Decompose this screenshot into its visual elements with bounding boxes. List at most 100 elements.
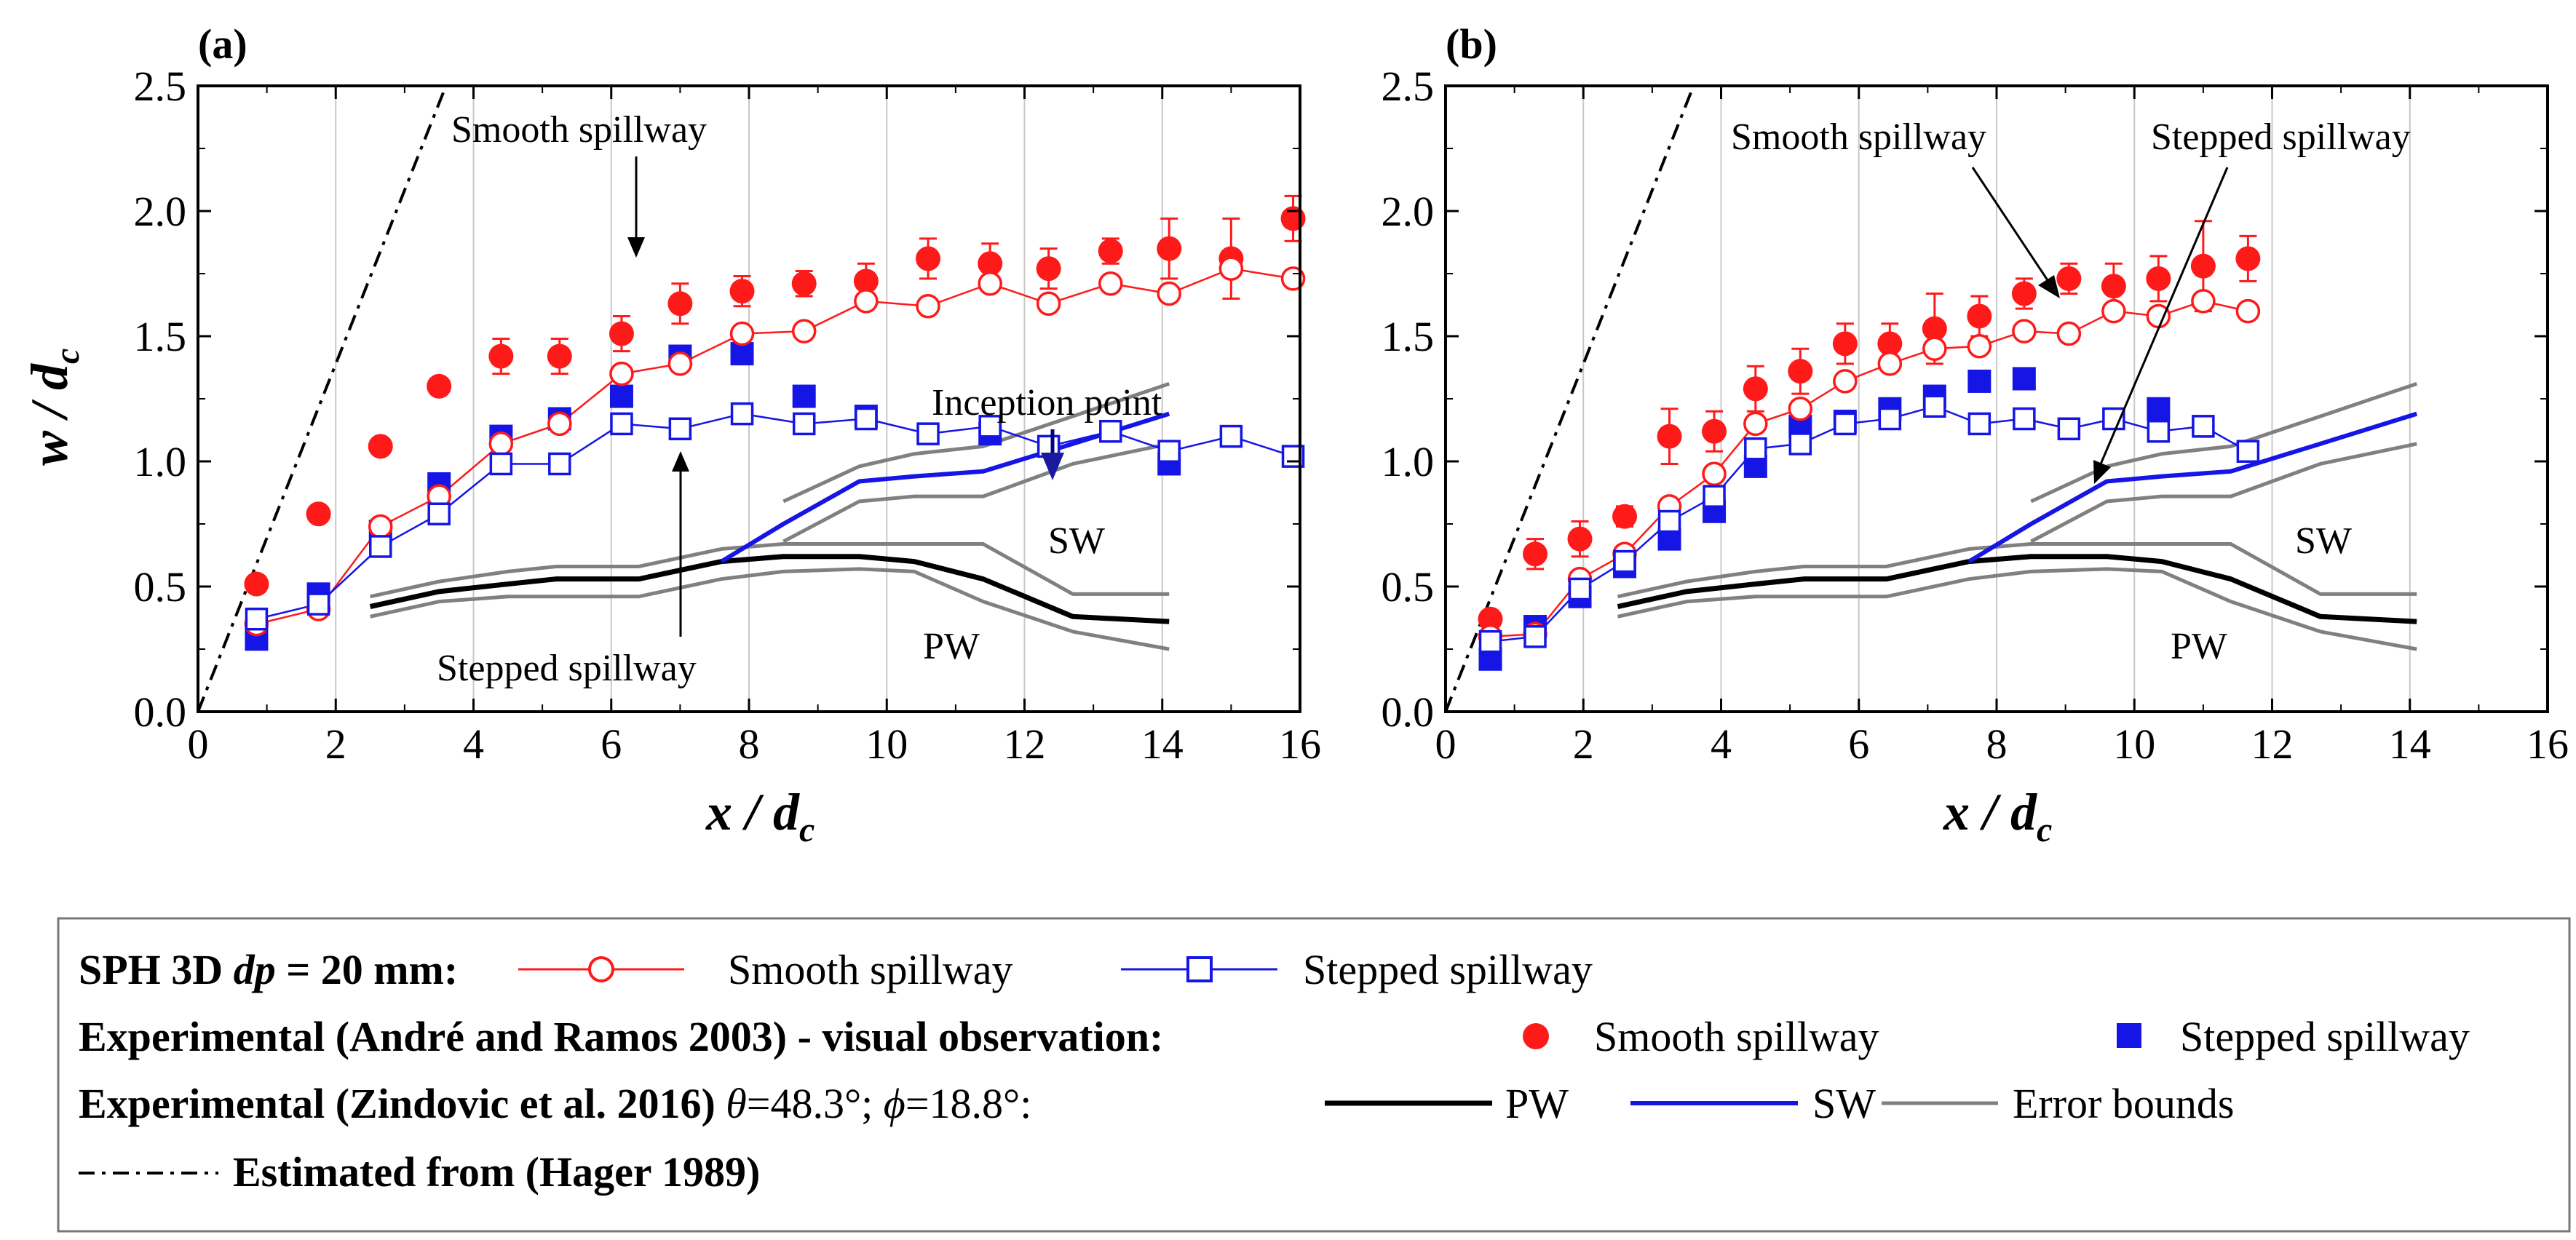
panel-b-sph-smooth-point <box>2012 319 2037 343</box>
panel-b-exp-smooth-point <box>2056 266 2082 291</box>
legend-exp-smooth: Smooth spillway <box>1594 1013 1879 1060</box>
panel-b-ytick-label: 2.0 <box>1382 188 1435 235</box>
panel-a-pw-lower-bound <box>370 567 1170 651</box>
panel-a-exp-smooth-point <box>547 343 572 369</box>
panel-a-sph-smooth-point <box>667 351 693 376</box>
panel-b-exp-stepped-point <box>2147 397 2171 421</box>
panel-b-exp-smooth-point <box>1567 526 1593 552</box>
panel-a-sph-smooth-point <box>791 319 817 343</box>
panel-b-xtick-label: 2 <box>1573 720 1594 768</box>
panel-b-sph-stepped-point <box>2147 419 2171 443</box>
panel-b-sph-stepped-point <box>1478 629 1502 653</box>
annot-a-smooth: Smooth spillway <box>451 109 707 151</box>
panel-b-exp-smooth-point <box>1478 606 1503 632</box>
panel-a-sph-stepped-point <box>369 535 392 558</box>
panel-b-exp-smooth-point <box>2235 246 2261 271</box>
panel-a-exp-stepped-point <box>792 384 816 408</box>
panel-a-ticks: 0 2 4 6 8 10 12 14 16 0.0 0.5 1.0 1.5 2.0 2.5 <box>134 63 1322 768</box>
panel-b-label: (b) <box>1446 20 1497 68</box>
panel-b-exp-smooth-point <box>2146 266 2171 291</box>
panel-a-sph-smooth-point <box>1218 256 1244 281</box>
panel-b-ytick-label: 2.5 <box>1382 63 1435 110</box>
panel-a-pw-line <box>369 554 1170 624</box>
annot-a-sw: SW <box>1048 520 1105 562</box>
panel-b-grid <box>1582 86 2411 712</box>
panel-b-ytick-label: 0.0 <box>1382 688 1435 736</box>
legend: SPH 3D dp = 20 mm: Smooth spillway Stepp… <box>57 917 2571 1233</box>
panel-b-sph-smooth-point <box>2235 298 2261 324</box>
panel-a-sw-lower-bound <box>782 442 1170 544</box>
panel-a-sph-smooth-point <box>609 361 634 386</box>
panel-a-exp-smooth-point <box>978 251 1003 277</box>
panel-b-exp-smooth-point <box>1743 376 1768 402</box>
panel-a-sph-stepped-point <box>978 415 1002 438</box>
panel-a-sph-stepped-point <box>1099 419 1122 443</box>
panel-b-sph-smooth-point <box>1743 411 1768 437</box>
panel-b-sph-stepped-point <box>1613 549 1636 573</box>
legend-sph-smooth: Smooth spillway <box>728 946 1013 993</box>
panel-b-sph-stepped-point <box>1523 625 1547 648</box>
panel-a-exp-smooth-point <box>1036 256 1061 282</box>
panel-a-sw-upper-bound <box>782 381 1170 504</box>
panel-a-ytick-label: 2.0 <box>134 188 187 235</box>
annot-b-stepped: Stepped spillway <box>2151 116 2411 158</box>
panel-b-xtick-label: 4 <box>1711 720 1732 768</box>
panel-b-sph-smooth-point <box>1833 369 1858 394</box>
panel-a-sph-stepped-point <box>427 502 451 525</box>
panel-b-sph-stepped-point <box>1878 407 1902 431</box>
panel-a-exp-smooth-point <box>368 434 393 459</box>
panel-a-exp-smooth-point <box>1098 239 1123 264</box>
panel-a: 0 2 4 6 8 10 12 14 16 0.0 0.5 1.0 1.5 2.0 2.5 (a) x / … <box>20 20 1321 849</box>
panel-b-xtick-label: 14 <box>2389 720 2431 768</box>
panel-b-sph-smooth-point <box>2101 298 2126 324</box>
panel-b-xlabel: x / dc <box>1943 783 2052 849</box>
panel-b: 0 2 4 6 8 10 12 14 16 0.0 0.5 1.0 1.5 2.0 2.5 (b) x / … <box>1382 20 2569 849</box>
panel-b-xtick-label: 6 <box>1848 720 1869 768</box>
panel-b-sph-smooth-point <box>1702 461 1727 486</box>
panel-b-sph-smooth-point <box>1788 397 1813 421</box>
panel-a-ytick-label: 1.5 <box>134 313 187 360</box>
panel-b-exp-smooth-point <box>1832 331 1858 357</box>
panel-a-xtick-label: 16 <box>1279 720 1321 768</box>
annot-a-pw: PW <box>923 626 980 667</box>
panel-b-sph-smooth-point <box>1967 334 1992 359</box>
panel-b-exp-smooth-point <box>1523 541 1548 567</box>
legend-row3-label: Experimental (Zindovic et al. 2016) θ=48… <box>79 1080 1031 1127</box>
panel-a-ylabel: w / dc <box>20 349 87 466</box>
panel-b-sph-stepped-point <box>2236 440 2260 463</box>
legend-exp-stepped: Stepped spillway <box>2180 1013 2470 1060</box>
panel-b-xtick-label: 16 <box>2527 720 2569 768</box>
panel-a-sph-smooth-point <box>1157 281 1181 306</box>
panel-a-sw-line <box>720 411 1170 564</box>
panel-a-xtick-label: 6 <box>601 720 622 768</box>
panel-a-sph-stepped-point <box>916 422 940 445</box>
panel-a-ytick-label: 2.5 <box>134 63 187 110</box>
panel-b-pw-lower-bound <box>1617 567 2417 651</box>
panel-b-exp-smooth-point <box>2190 253 2216 279</box>
legend-exp-stepped-marker <box>2117 1023 2141 1048</box>
panel-b-sph-stepped-point <box>1568 577 1592 601</box>
panel-a-xlabel: x / dc <box>705 783 815 849</box>
panel-a-exp-smooth-point <box>609 321 634 346</box>
annot-b-pw: PW <box>2171 626 2227 667</box>
panel-a-sph-stepped-point <box>792 412 816 436</box>
panel-a-exp-smooth-point <box>1280 206 1306 231</box>
panel-a-sph-stepped-point <box>668 417 692 441</box>
panel-b-exp-stepped-point <box>2012 367 2036 391</box>
panel-a-exp-smooth-point <box>244 571 269 597</box>
panel-a-exp-stepped-point <box>609 384 633 408</box>
panel-a-sph-smooth-point <box>729 321 755 346</box>
panel-a-sph-smooth-point <box>547 411 572 437</box>
panel-b-sph-stepped-point <box>1923 394 1946 418</box>
panel-b-exp-smooth-point <box>1612 504 1638 529</box>
panel-b-ticks: 0 2 4 6 8 10 12 14 16 0.0 0.5 1.0 1.5 2.0 2.5 <box>1382 63 2569 768</box>
panel-a-xtick-label: 12 <box>1004 720 1046 768</box>
legend-hager: Estimated from (Hager 1989) <box>233 1148 760 1196</box>
panel-a-sph-stepped-point <box>548 452 571 476</box>
legend-err: Error bounds <box>2013 1080 2234 1127</box>
panel-a-hager-line <box>197 85 448 712</box>
panel-b-sw-lower-bound <box>2030 442 2417 544</box>
panel-a-sph-smooth-point <box>1098 271 1123 296</box>
panel-a-sph-stepped-point <box>489 452 513 476</box>
